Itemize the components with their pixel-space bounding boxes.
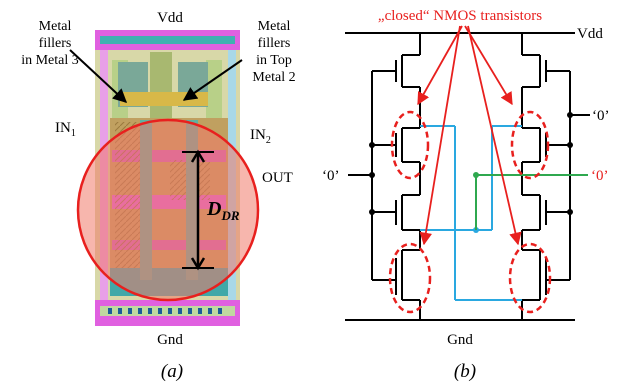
closed-nmos-title: „closed“ NMOS transistors: [378, 8, 542, 24]
ddr-label: DDR: [206, 198, 240, 223]
metal3-label-line1: Metal: [39, 19, 72, 34]
top-metal-arrow: [182, 59, 243, 101]
left-input-zero-label: ‘0’: [322, 168, 340, 184]
top-metal-label-line4: Metal 2: [252, 70, 295, 85]
metal3-label-line2: fillers: [39, 36, 72, 51]
top-metal-label-line2: fillers: [258, 36, 291, 51]
output-net: [420, 125, 522, 301]
caption-b: (b): [454, 361, 476, 382]
closed-nmos-ellipse-left-lower: [388, 242, 432, 314]
layout-vdd-label: Vdd: [157, 10, 183, 26]
caption-a: (a): [161, 361, 183, 382]
metal3-label-line3: in Metal 3: [21, 53, 79, 68]
top-metal-label-line3: in Top: [256, 53, 292, 68]
in2-label: IN2: [250, 127, 271, 146]
layout-panel: [69, 30, 260, 326]
right-input-zero-label: ‘0’: [592, 108, 610, 124]
density-circle: [76, 118, 260, 302]
green-input-zero-label: ‘0’: [591, 168, 609, 184]
schematic-vdd-label: Vdd: [577, 26, 603, 42]
in1-label: IN1: [55, 120, 76, 139]
closed-nmos-ellipse-right-upper: [510, 110, 550, 180]
junction-dots: [369, 112, 573, 215]
metal3-arrow: [69, 49, 128, 103]
closed-nmos-ellipse-left-upper: [390, 110, 430, 180]
layout-gnd-label: Gnd: [157, 332, 183, 348]
out-label: OUT: [262, 170, 293, 186]
title-arrows: [417, 25, 522, 246]
schematic-panel: [345, 32, 590, 321]
closed-nmos-ellipse-right-lower: [508, 242, 552, 314]
top-metal-label-line1: Metal: [258, 19, 291, 34]
schematic-gnd-label: Gnd: [447, 332, 473, 348]
